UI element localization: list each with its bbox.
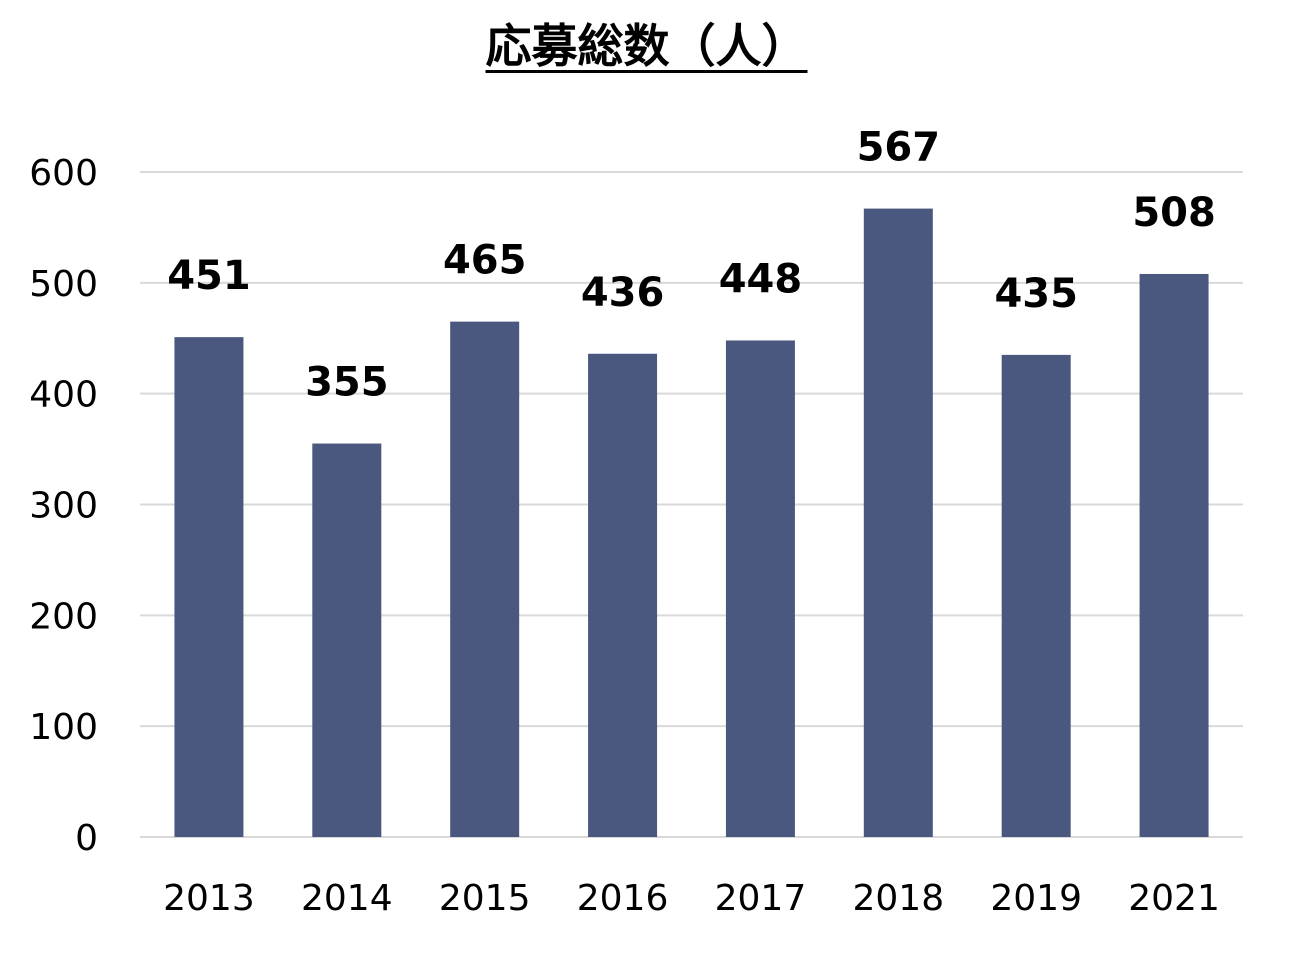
- x-tick-label: 2014: [301, 878, 393, 919]
- data-label: 508: [1132, 190, 1216, 236]
- bar: [1001, 354, 1071, 837]
- data-label: 435: [994, 271, 1078, 317]
- data-label: 451: [167, 253, 251, 299]
- y-tick-label: 100: [29, 707, 98, 748]
- x-tick-label: 2013: [163, 878, 255, 919]
- bar: [174, 337, 244, 837]
- y-tick-label: 0: [75, 818, 98, 859]
- x-tick-label: 2015: [439, 878, 531, 919]
- y-tick-label: 500: [29, 264, 98, 305]
- y-tick-label: 200: [29, 596, 98, 637]
- bar: [863, 208, 933, 837]
- x-tick-label: 2019: [990, 878, 1082, 919]
- data-label: 448: [719, 256, 803, 302]
- x-tick-label: 2021: [1128, 878, 1220, 919]
- data-label: 465: [443, 238, 527, 284]
- chart-title: 応募総数（人）: [0, 10, 1293, 76]
- data-label: 436: [581, 270, 665, 316]
- x-tick-label: 2016: [577, 878, 669, 919]
- data-label: 567: [857, 125, 941, 171]
- y-tick-label: 600: [29, 153, 98, 194]
- data-label: 355: [305, 360, 389, 406]
- bar: [725, 340, 795, 837]
- x-tick-label: 2017: [715, 878, 807, 919]
- y-tick-label: 300: [29, 486, 98, 527]
- bar: [588, 353, 658, 837]
- x-tick-label: 2018: [853, 878, 945, 919]
- bar: [312, 443, 382, 837]
- bar: [450, 321, 520, 837]
- y-tick-label: 400: [29, 375, 98, 416]
- bar: [1139, 273, 1209, 837]
- chart-title-text: 応募総数（人）: [485, 19, 808, 73]
